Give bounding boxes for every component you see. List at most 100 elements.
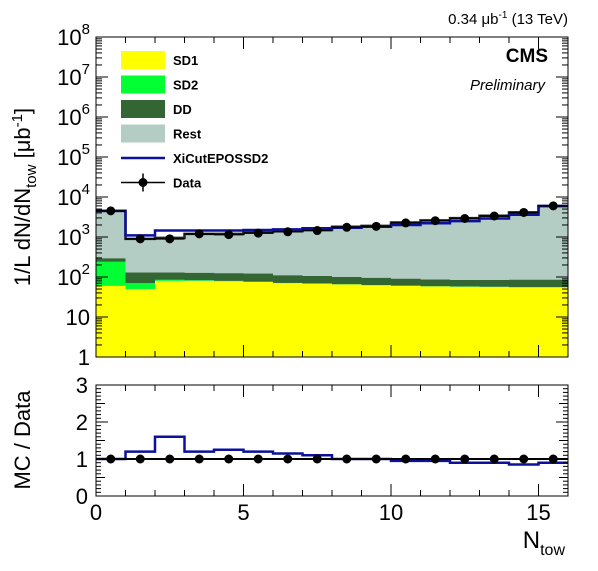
data-point-12 — [460, 214, 469, 223]
bar-rest-bin-9 — [362, 226, 392, 278]
main-panel: 110102103104105106107108 CMS Preliminary… — [57, 21, 568, 370]
bar-dd-bin-13 — [480, 280, 510, 287]
y-tick-label-1: 10 — [66, 305, 90, 330]
x-tick-label-2: 10 — [379, 500, 403, 525]
bar-rest-bin-10 — [391, 223, 421, 279]
bar-sd1-bin-13 — [480, 287, 510, 357]
data-point-15 — [549, 201, 558, 210]
bar-rest-bin-14 — [509, 212, 539, 279]
ratio-data-point-7 — [313, 455, 322, 464]
bar-rest-bin-11 — [421, 220, 451, 279]
ratio-panel: 0 1 2 3 0 5 10 15 — [76, 373, 568, 525]
ratio-y-tick-label-1: 1 — [76, 447, 88, 472]
data-point-9 — [372, 222, 381, 231]
data-point-6 — [283, 227, 292, 236]
legend-swatch-rest — [121, 125, 165, 143]
bar-rest-bin-1 — [126, 239, 156, 273]
bar-dd-bin-5 — [244, 274, 274, 282]
bar-dd-bin-2 — [155, 272, 185, 279]
y-tick-label-6: 106 — [57, 101, 90, 130]
bar-rest-bin-4 — [214, 234, 244, 273]
ratio-data-point-14 — [519, 455, 528, 464]
legend-swatch-sd2 — [121, 76, 165, 94]
y-tick-label-5: 105 — [57, 141, 90, 170]
bar-sd1-bin-7 — [303, 284, 333, 357]
ratio-y-tick-label-0: 0 — [76, 484, 88, 509]
ratio-y-axis-label: MC / Data — [10, 390, 35, 490]
y-tick-label-2: 102 — [57, 261, 90, 290]
data-point-8 — [342, 223, 351, 232]
data-point-3 — [195, 229, 204, 238]
ratio-data-point-3 — [195, 455, 204, 464]
ratio-y-tick-label-3: 3 — [76, 373, 88, 398]
y-tick-label-3: 103 — [57, 221, 90, 250]
bar-sd1-bin-14 — [509, 287, 539, 357]
bar-dd-bin-10 — [391, 279, 421, 286]
bar-sd1-bin-0 — [96, 286, 126, 357]
bar-rest-bin-13 — [480, 216, 510, 280]
x-axis-label: Ntow — [523, 527, 566, 559]
bar-dd-bin-7 — [303, 276, 333, 284]
bar-sd1-bin-11 — [421, 286, 451, 357]
x-tick-label-1: 5 — [237, 500, 249, 525]
legend-label-sd1: SD1 — [173, 53, 198, 68]
bar-rest-bin-12 — [450, 218, 480, 280]
bar-dd-bin-3 — [185, 273, 215, 281]
data-point-4 — [224, 230, 233, 239]
y-tick-label-8: 108 — [57, 21, 90, 50]
bar-sd1-bin-5 — [244, 282, 274, 357]
bar-dd-bin-0 — [96, 258, 126, 262]
bar-sd1-bin-1 — [126, 289, 156, 357]
legend-swatch-sd1 — [121, 51, 165, 69]
bar-dd-bin-11 — [421, 279, 451, 286]
main-y-axis-label: 1/L dN/dNtow [μb-1] — [9, 108, 40, 286]
ratio-y-tick-label-2: 2 — [76, 410, 88, 435]
legend-label-rest: Rest — [173, 127, 202, 142]
bar-dd-bin-8 — [332, 277, 362, 284]
bar-rest-bin-5 — [244, 232, 274, 273]
ratio-data-point-13 — [490, 455, 499, 464]
legend-label-sd2: SD2 — [173, 78, 198, 93]
data-point-1 — [136, 234, 145, 243]
data-point-7 — [313, 226, 322, 235]
ratio-data-point-12 — [460, 455, 469, 464]
y-tick-label-7: 107 — [57, 61, 90, 90]
bar-sd1-bin-12 — [450, 287, 480, 357]
bar-sd1-bin-9 — [362, 285, 392, 357]
bar-sd1-bin-2 — [155, 281, 185, 357]
ratio-data-point-6 — [283, 455, 292, 464]
ratio-data-point-8 — [342, 455, 351, 464]
ratio-data-point-2 — [165, 455, 174, 464]
legend-label-eposSD2: XiCutEPOSSD2 — [173, 151, 268, 166]
bar-dd-bin-12 — [450, 280, 480, 287]
legend-swatch-data — [139, 178, 148, 187]
x-tick-label-3: 15 — [526, 500, 550, 525]
bar-dd-bin-6 — [273, 275, 303, 283]
legend-label-dd: DD — [173, 102, 192, 117]
bar-sd1-bin-6 — [273, 283, 303, 357]
bar-sd1-bin-3 — [185, 281, 215, 357]
bar-dd-bin-14 — [509, 280, 539, 287]
ratio-data-point-11 — [431, 455, 440, 464]
ratio-data-point-1 — [136, 455, 145, 464]
bar-rest-bin-8 — [332, 227, 362, 277]
data-point-13 — [490, 211, 499, 220]
bar-sd1-bin-4 — [214, 281, 244, 357]
experiment-label: CMS — [506, 46, 548, 67]
bar-dd-bin-1 — [126, 272, 156, 283]
status-label: Preliminary — [470, 77, 547, 94]
data-point-2 — [165, 234, 174, 243]
lumi-label: 0.34 μb-1 (13 TeV) — [448, 10, 568, 28]
ratio-data-point-4 — [224, 455, 233, 464]
bar-sd1-bin-8 — [332, 284, 362, 357]
data-point-10 — [401, 218, 410, 227]
bar-sd2-bin-2 — [155, 280, 185, 281]
data-point-11 — [431, 216, 440, 225]
x-tick-label-0: 0 — [90, 500, 102, 525]
y-tick-label-4: 104 — [57, 181, 90, 210]
bar-rest-bin-7 — [303, 230, 333, 276]
data-point-5 — [254, 229, 263, 238]
data-point-14 — [519, 208, 528, 217]
ratio-data-point-5 — [254, 455, 263, 464]
